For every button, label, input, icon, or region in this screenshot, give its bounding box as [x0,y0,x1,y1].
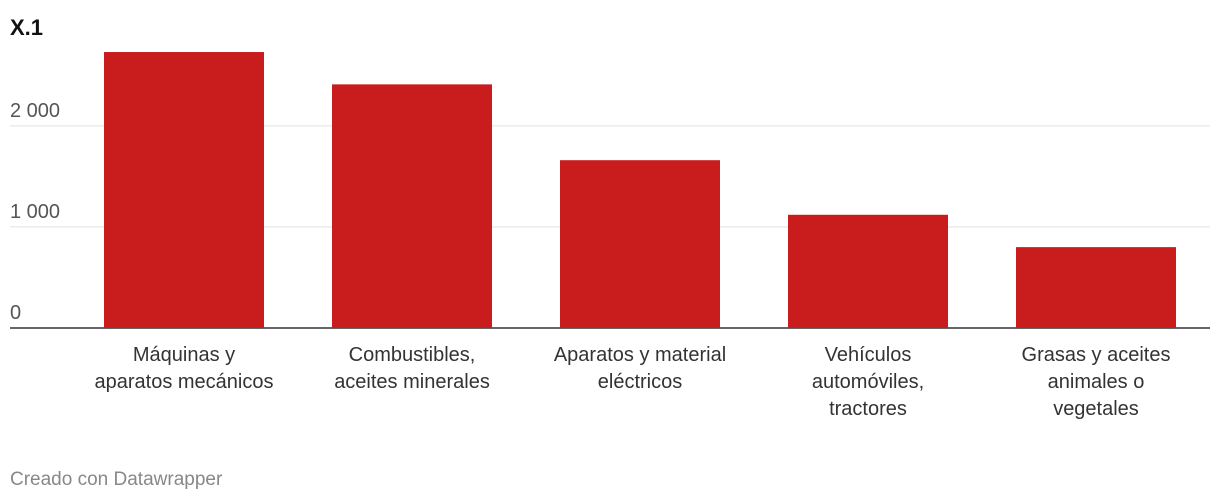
chart-title: X.1 [10,15,43,40]
credit-text: Creado con Datawrapper [10,469,223,490]
y-tick-label: 1 000 [10,201,60,223]
bar [560,160,720,328]
bar [332,84,492,328]
bar-layer [104,52,1176,328]
bar [104,52,264,328]
y-tick-label: 2 000 [10,100,60,122]
category-label: Combustibles, aceites minerales [334,344,490,393]
label-layer: Máquinas y aparatos mecánicos Combustibles… [95,344,1171,420]
bar [1016,247,1176,328]
category-label: Vehículos automóviles, tractores [812,344,924,420]
category-label: Grasas y aceites animales o vegetales [1022,344,1171,420]
category-label: Máquinas y aparatos mecánicos [95,344,274,393]
category-label: Aparatos y material eléctricos [554,344,726,393]
bar [788,214,948,328]
y-tick-label: 0 [10,302,21,324]
